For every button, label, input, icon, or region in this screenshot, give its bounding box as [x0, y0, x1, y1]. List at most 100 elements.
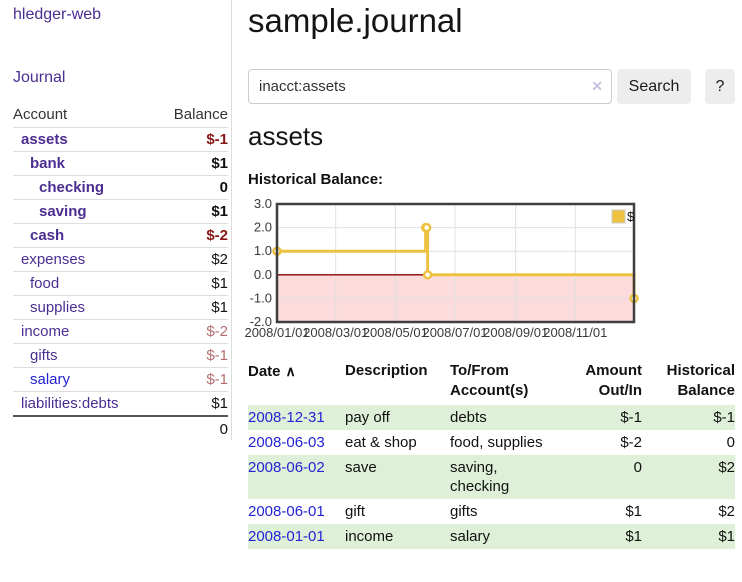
- data-point-marker: [421, 222, 432, 233]
- data-point-marker: [422, 270, 433, 280]
- x-tick-label: 2008/05/01: [363, 325, 428, 340]
- account-link[interactable]: food: [30, 275, 60, 292]
- x-tick-label: 2008/11/01: [543, 325, 607, 340]
- account-row: food $1: [13, 272, 228, 296]
- clear-search-icon[interactable]: ✕: [591, 78, 603, 94]
- transaction-row: 2008-06-02 save saving, checking 0 $2: [248, 455, 735, 499]
- transaction-amount: $1: [625, 503, 642, 520]
- transaction-date-link[interactable]: 2008-06-03: [248, 434, 325, 451]
- transaction-amount: $-1: [620, 409, 642, 426]
- transaction-row: 2008-06-03 eat & shop food, supplies $-2 0: [248, 430, 735, 455]
- balance-column-header: Balance: [173, 106, 228, 123]
- account-link[interactable]: cash: [30, 227, 65, 244]
- y-tick-label: 1.0: [254, 243, 272, 258]
- transaction-description: pay off: [345, 409, 390, 426]
- account-row: assets $-1: [13, 128, 228, 152]
- transaction-date-link[interactable]: 2008-06-02: [248, 459, 325, 476]
- transaction-date-link[interactable]: 2008-12-31: [248, 409, 325, 426]
- sort-ascending-icon: ∧: [285, 363, 296, 379]
- journal-link[interactable]: Journal: [13, 69, 66, 86]
- legend-swatch: [611, 209, 626, 224]
- transaction-amount: 0: [633, 459, 642, 476]
- account-link[interactable]: bank: [30, 155, 66, 172]
- account-link[interactable]: liabilities:debts: [21, 395, 119, 412]
- account-table-header: Account Balance: [13, 103, 228, 128]
- account-row: gifts $-1: [13, 344, 228, 368]
- transaction-balance: $-1: [713, 409, 735, 426]
- transaction-date-link[interactable]: 2008-06-01: [248, 503, 325, 520]
- transaction-balance: $1: [718, 528, 735, 545]
- account-column-header: Account: [13, 106, 68, 123]
- y-tick-label: 0.0: [254, 267, 272, 282]
- account-balance: $1: [211, 203, 228, 220]
- account-link[interactable]: income: [21, 323, 70, 340]
- transaction-description: gift: [345, 503, 366, 520]
- account-total-row: 0: [13, 415, 228, 442]
- x-tick-label: 2008/03/01: [303, 325, 368, 340]
- transaction-accounts: saving, checking: [450, 459, 510, 495]
- transaction-accounts: debts: [450, 409, 487, 426]
- date-header-label: Date: [248, 363, 281, 380]
- account-row: cash $-2: [13, 224, 228, 248]
- account-balance: $-1: [206, 371, 228, 388]
- search-input[interactable]: [248, 69, 612, 104]
- search-button[interactable]: Search: [617, 69, 691, 104]
- description-column-header: Description: [345, 362, 428, 379]
- account-link[interactable]: assets: [21, 131, 68, 148]
- x-tick-label: 2008/07/01: [422, 325, 487, 340]
- x-tick-label: 2008/01/01: [244, 325, 309, 340]
- transaction-amount: $-2: [620, 434, 642, 451]
- register-table: Date ∧ Description To/From Account(s) Amo…: [248, 361, 735, 549]
- transaction-amount: $1: [625, 528, 642, 545]
- account-link[interactable]: checking: [39, 179, 105, 196]
- account-row: expenses $2: [13, 248, 228, 272]
- account-balance: 0: [219, 179, 228, 196]
- account-total-value: 0: [219, 421, 228, 438]
- balance-column-header-register: Historical Balance: [666, 362, 735, 399]
- account-row: checking 0: [13, 176, 228, 200]
- account-link[interactable]: supplies: [30, 299, 86, 316]
- account-link[interactable]: gifts: [30, 347, 58, 364]
- account-balance: $-2: [206, 227, 228, 244]
- legend-label: $: [627, 209, 635, 224]
- account-link[interactable]: expenses: [21, 251, 86, 268]
- app-title-link[interactable]: hledger-web: [13, 6, 102, 23]
- account-balance: $1: [211, 275, 228, 292]
- account-balance: $2: [211, 251, 228, 268]
- transaction-balance: 0: [726, 434, 735, 451]
- sidebar: hledger-web Journal Account Balance asse…: [0, 0, 232, 440]
- account-heading: assets: [248, 121, 324, 151]
- y-tick-label: 2.0: [254, 220, 272, 235]
- date-column-header[interactable]: Date ∧: [248, 361, 345, 405]
- search-input-wrap: ✕: [248, 69, 612, 104]
- y-tick-label: -1.0: [250, 290, 272, 305]
- account-balance-table: Account Balance assets $-1 bank $1 checking 0…: [13, 103, 228, 442]
- account-row: bank $1: [13, 152, 228, 176]
- y-tick-label: -2.0: [250, 314, 272, 329]
- account-row: supplies $1: [13, 296, 228, 320]
- account-balance: $1: [211, 395, 228, 412]
- register-body: 2008-12-31 pay off debts $-1 $-1 2008-06-03 ea…: [248, 405, 735, 549]
- transaction-balance: $2: [718, 503, 735, 520]
- account-link[interactable]: salary: [30, 371, 71, 388]
- transaction-accounts: salary: [450, 528, 491, 545]
- help-button[interactable]: ?: [705, 69, 735, 104]
- transaction-row: 2008-01-01 income salary $1 $1: [248, 524, 735, 549]
- register-header-row: Date ∧ Description To/From Account(s) Amo…: [248, 361, 735, 405]
- account-link[interactable]: saving: [39, 203, 87, 220]
- account-balance: $1: [211, 155, 228, 172]
- transaction-date-link[interactable]: 2008-01-01: [248, 528, 325, 545]
- transaction-balance: $2: [718, 459, 735, 476]
- transaction-accounts: food, supplies: [450, 434, 543, 451]
- transaction-row: 2008-12-31 pay off debts $-1 $-1: [248, 405, 735, 430]
- account-row: saving $1: [13, 200, 228, 224]
- accounts-column-header: To/From Account(s): [450, 362, 529, 399]
- search-form: ✕ Search ?: [248, 69, 735, 104]
- transaction-description: income: [345, 528, 394, 545]
- page-title: sample.journal: [248, 2, 463, 39]
- account-rows: assets $-1 bank $1 checking 0 saving $1 cash $-2 e…: [13, 128, 228, 415]
- chart-title: Historical Balance:: [248, 171, 384, 188]
- historical-balance-chart: $3.0 2.0 1.0 0.0 -1.0 -2.02008/01/012008/03/0…: [244, 196, 639, 340]
- account-balance: $-1: [206, 347, 228, 364]
